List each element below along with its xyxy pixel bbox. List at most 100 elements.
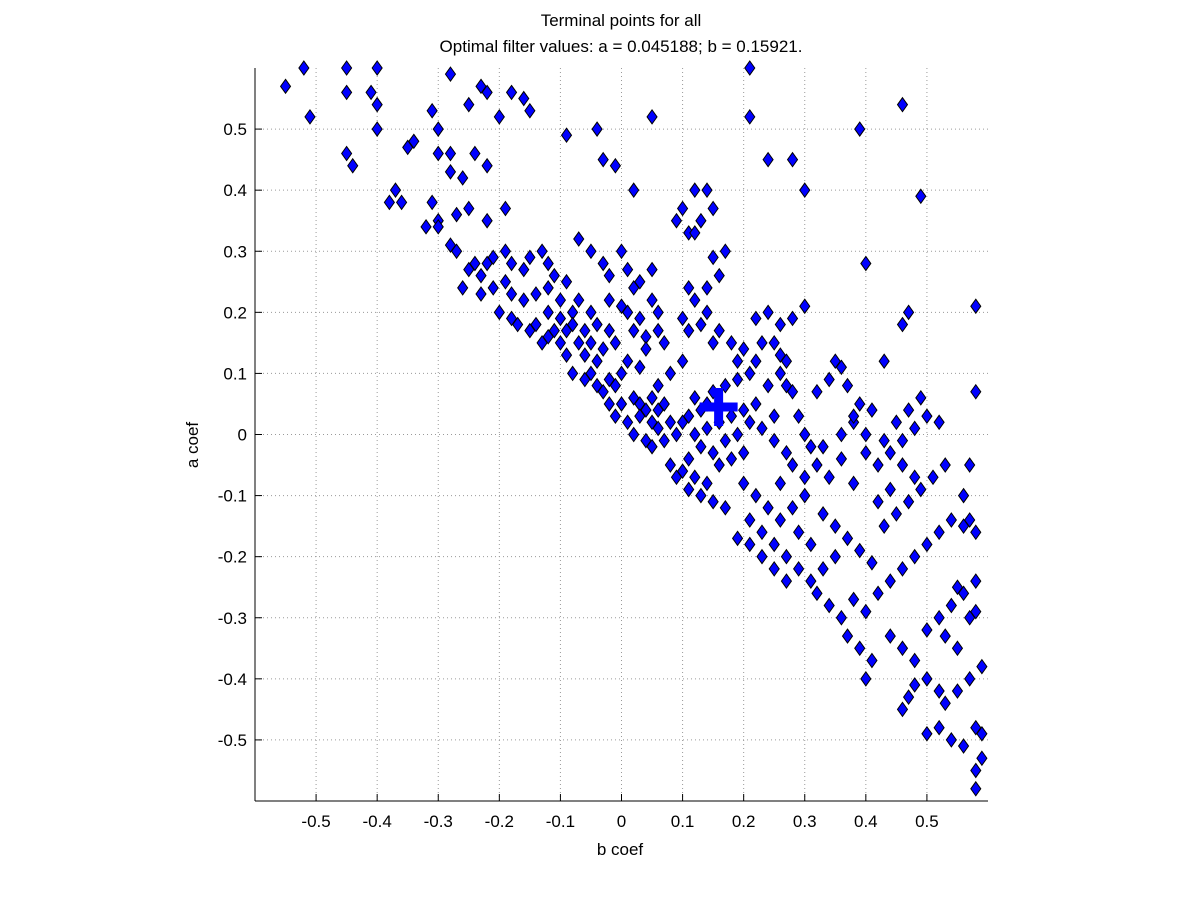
data-point — [652, 377, 664, 394]
data-point — [524, 249, 536, 266]
x-tick-label: 0.3 — [793, 812, 817, 831]
data-point — [902, 304, 915, 321]
data-point — [799, 487, 811, 504]
data-point — [530, 286, 542, 302]
data-point — [738, 402, 750, 418]
data-point — [597, 383, 609, 400]
data-point — [768, 536, 780, 553]
data-point — [670, 426, 683, 443]
data-point — [921, 622, 933, 638]
data-point — [518, 261, 530, 278]
data-point — [909, 677, 921, 693]
y-tick-label: -0.1 — [218, 487, 247, 506]
data-point — [799, 298, 811, 315]
data-point — [890, 506, 902, 522]
data-point — [676, 353, 689, 370]
data-point — [823, 469, 835, 486]
data-point — [432, 218, 444, 235]
data-point — [878, 518, 890, 534]
data-point — [762, 151, 774, 168]
data-point — [341, 84, 353, 101]
data-point — [701, 182, 713, 199]
data-point — [432, 145, 444, 162]
data-point — [707, 493, 719, 510]
data-point — [793, 561, 805, 577]
data-point — [542, 280, 554, 296]
data-point — [774, 365, 786, 382]
data-point — [621, 353, 634, 370]
data-point — [731, 530, 744, 547]
data-point — [835, 451, 848, 467]
data-point — [848, 408, 860, 425]
data-point — [695, 316, 707, 333]
data-point — [884, 573, 896, 589]
data-point — [896, 561, 909, 577]
data-point — [945, 732, 957, 748]
data-point — [957, 738, 970, 754]
data-point — [567, 365, 579, 382]
data-point — [701, 475, 713, 492]
chart-subtitle: Optimal filter values: a = 0.045188; b =… — [440, 37, 803, 56]
data-point — [493, 304, 505, 321]
data-point — [615, 365, 628, 382]
data-point — [933, 414, 945, 431]
data-point — [762, 499, 774, 516]
data-point — [713, 457, 725, 473]
y-tick-label: 0.3 — [223, 242, 247, 261]
data-point — [725, 408, 738, 425]
data-point — [603, 267, 615, 284]
data-point — [646, 292, 658, 308]
data-point — [970, 780, 982, 797]
data-point — [450, 206, 463, 223]
data-point — [536, 335, 548, 351]
data-point — [689, 182, 701, 199]
data-point — [817, 506, 829, 522]
data-point — [695, 487, 707, 504]
data-point — [420, 218, 432, 235]
data-point — [383, 194, 395, 211]
data-point — [970, 524, 982, 541]
data-point — [774, 512, 786, 528]
data-point — [811, 457, 823, 473]
data-point — [841, 377, 854, 394]
data-point — [389, 182, 402, 199]
data-point — [921, 725, 933, 742]
data-point — [744, 536, 756, 553]
data-point — [970, 762, 982, 779]
data-point — [860, 603, 872, 620]
data-point — [505, 255, 518, 272]
data-point — [573, 231, 585, 247]
data-point — [298, 60, 310, 76]
chart-title: Terminal points for all — [541, 11, 702, 30]
data-point — [347, 157, 359, 174]
data-point — [896, 96, 909, 113]
data-point — [860, 255, 872, 272]
data-point — [921, 408, 933, 425]
data-point — [829, 518, 841, 534]
data-point — [579, 347, 591, 363]
data-point — [957, 487, 970, 504]
data-point — [902, 689, 915, 706]
data-point — [707, 444, 719, 461]
data-point — [835, 359, 848, 376]
data-point — [884, 628, 896, 644]
data-point — [304, 109, 316, 125]
data-point — [750, 353, 762, 370]
data-point — [756, 524, 768, 541]
data-point — [597, 255, 609, 272]
data-point — [518, 292, 530, 308]
y-tick-label: 0.4 — [223, 181, 247, 200]
data-point — [646, 389, 658, 406]
data-point — [444, 145, 457, 162]
x-tick-label: 0 — [617, 812, 626, 831]
data-point — [701, 280, 713, 296]
data-point — [615, 396, 628, 412]
data-point — [927, 469, 939, 486]
data-point — [658, 396, 670, 412]
data-point — [756, 548, 768, 565]
data-point — [701, 304, 713, 321]
data-point — [860, 444, 872, 461]
y-tick-label: 0.2 — [223, 303, 247, 322]
data-point — [609, 408, 622, 425]
